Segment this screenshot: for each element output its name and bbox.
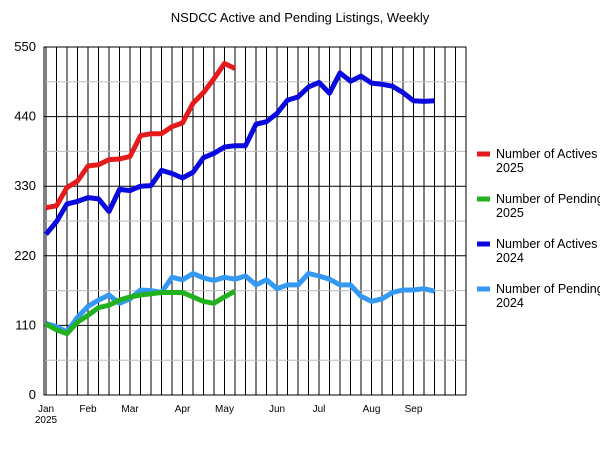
legend-label-line2: 2024 xyxy=(496,251,524,265)
y-tick-label: 0 xyxy=(29,387,36,402)
legend-label: Number of Actives xyxy=(496,237,597,251)
series-line-0 xyxy=(45,61,237,211)
x-tick-label: Sep xyxy=(405,404,423,415)
x-tick-label: Aug xyxy=(363,404,381,415)
chart-title: NSDCC Active and Pending Listings, Weekl… xyxy=(170,10,430,25)
legend-label-line2: 2025 xyxy=(496,206,524,220)
series-line-3 xyxy=(45,271,436,335)
x-tick-label: Apr xyxy=(175,404,191,415)
legend-label-line2: 2024 xyxy=(496,296,524,310)
legend-label: Number of Actives xyxy=(496,147,597,161)
x-tick-label: Jul xyxy=(313,404,326,415)
y-tick-label: 440 xyxy=(14,109,36,124)
legend-label: Number of Pendings xyxy=(496,192,600,206)
x-tick-label: Jan xyxy=(38,404,54,415)
x-tick-label-year: 2025 xyxy=(35,415,58,426)
y-tick-label: 220 xyxy=(14,248,36,263)
legend-label-line2: 2025 xyxy=(496,161,524,175)
y-axis-ticks: 0 110 220 330 440 550 xyxy=(14,39,36,402)
plot-frame xyxy=(43,46,467,396)
series-line-1 xyxy=(44,289,237,337)
series-lines xyxy=(44,61,436,337)
y-tick-label: 330 xyxy=(14,178,36,193)
legend-label: Number of Pendings xyxy=(496,282,600,296)
x-tick-label: Feb xyxy=(79,404,97,415)
x-tick-label: May xyxy=(215,404,234,415)
grid xyxy=(43,46,467,396)
y-tick-label: 110 xyxy=(15,317,36,332)
y-tick-label: 550 xyxy=(14,39,36,54)
x-tick-label: Mar xyxy=(121,404,139,415)
x-tick-label: Jun xyxy=(269,404,285,415)
series-line-2 xyxy=(44,70,435,236)
